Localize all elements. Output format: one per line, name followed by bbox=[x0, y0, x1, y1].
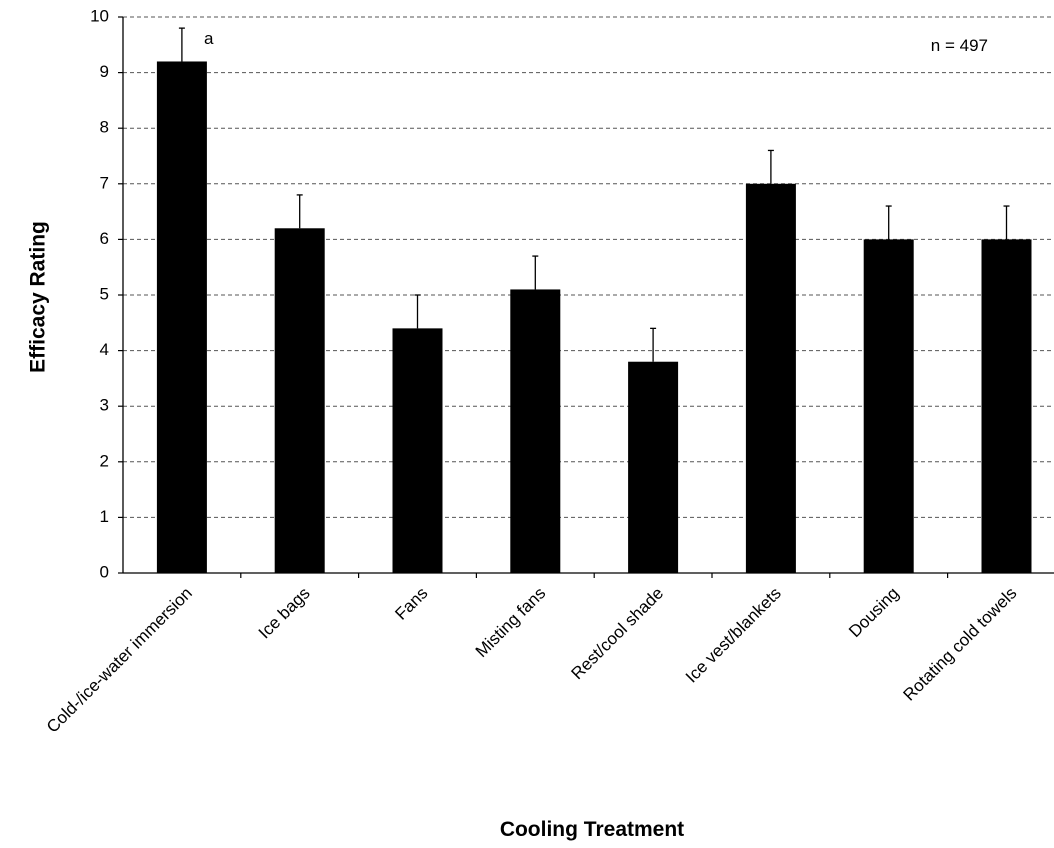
y-tick-label: 7 bbox=[100, 173, 109, 192]
y-tick-label: 2 bbox=[100, 451, 109, 470]
sample-size-label: n = 497 bbox=[931, 36, 988, 55]
y-tick-label: 10 bbox=[90, 6, 109, 25]
y-tick-label: 3 bbox=[100, 396, 109, 415]
x-tick-label: Dousing bbox=[845, 584, 903, 642]
significance-label: a bbox=[204, 29, 214, 48]
x-tick-label: Rest/cool shade bbox=[567, 584, 667, 684]
y-tick-label: 4 bbox=[100, 340, 109, 359]
x-tick-label: Ice bags bbox=[255, 584, 314, 643]
bar bbox=[863, 239, 914, 573]
x-tick-label: Misting fans bbox=[472, 584, 550, 662]
y-tick-label: 8 bbox=[100, 118, 109, 137]
y-axis-title: Efficacy Rating bbox=[27, 221, 50, 373]
x-axis-title: Cooling Treatment bbox=[500, 818, 684, 841]
y-tick-label: 5 bbox=[100, 284, 109, 303]
x-tick-label: Fans bbox=[391, 584, 431, 624]
x-tick-label: Cold-/ice-water immersion bbox=[43, 584, 196, 737]
bar bbox=[510, 289, 561, 573]
y-tick-label: 9 bbox=[100, 62, 109, 81]
bars bbox=[156, 61, 1032, 574]
y-tick-label: 1 bbox=[100, 507, 109, 526]
bar bbox=[981, 239, 1032, 573]
axes bbox=[122, 17, 1054, 574]
y-tick-labels: 0 1 2 3 4 5 6 7 8 9 10 bbox=[90, 6, 109, 581]
x-tick-labels: Cold-/ice-water immersion Ice bags Fans Mis… bbox=[43, 573, 1020, 737]
bar bbox=[156, 61, 207, 573]
error-bars bbox=[178, 27, 1010, 362]
bar bbox=[274, 228, 325, 573]
bar bbox=[745, 183, 796, 574]
bar bbox=[392, 328, 443, 573]
x-tick-label: Ice vest/blankets bbox=[682, 584, 785, 687]
y-tick-label: 6 bbox=[100, 229, 109, 248]
y-tick-label: 0 bbox=[100, 562, 109, 581]
bar bbox=[628, 361, 679, 573]
x-tick-label: Rotating cold towels bbox=[899, 584, 1020, 705]
